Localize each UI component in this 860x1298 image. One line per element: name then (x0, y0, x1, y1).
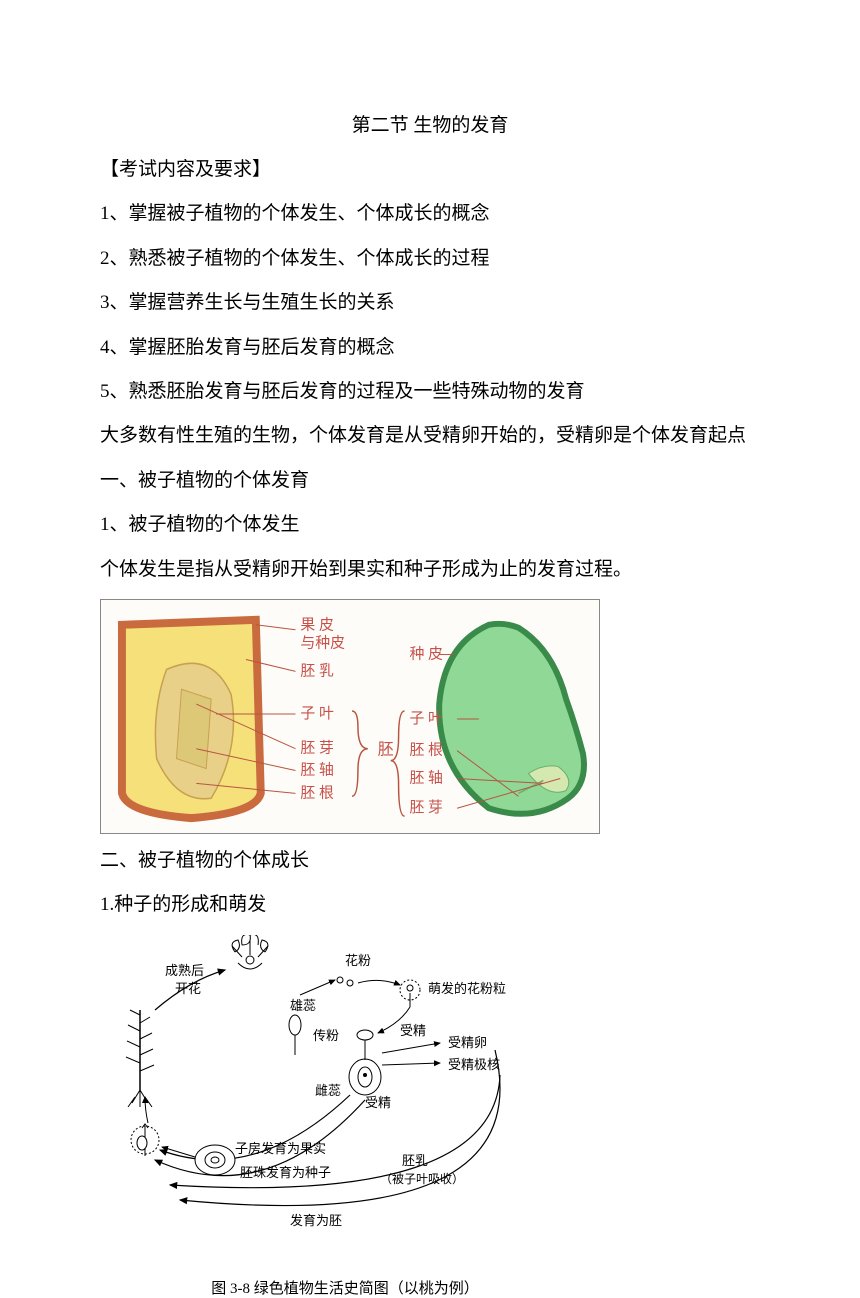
requirement-4: 4、掌握胚胎发育与胚后发育的概念 (100, 333, 760, 363)
section-1-1: 1、被子植物的个体发生 (100, 510, 760, 540)
label-endosperm: 胚乳 (402, 1153, 428, 1168)
label-pericarp: 果 皮 (300, 617, 334, 634)
left-bracket (352, 711, 368, 796)
requirement-3: 3、掌握营养生长与生殖生长的关系 (100, 288, 760, 318)
label-radicle-l: 胚 根 (300, 784, 334, 801)
page-title: 第二节 生物的发育 (100, 110, 760, 137)
label-hypocotyl-l: 胚 轴 (300, 761, 333, 778)
fruit-icon (195, 1145, 235, 1175)
label-pericarp-2: 与种皮 (300, 634, 345, 651)
requirement-2: 2、熟悉被子植物的个体发生、个体成长的过程 (100, 244, 760, 274)
seed-structure-diagram: 果 皮 与种皮 胚 乳 子 叶 胚 芽 胚 轴 胚 根 胚 种 皮 子 叶 (100, 599, 600, 834)
seedling-icon (131, 1124, 159, 1156)
label-testa: 种 皮 (409, 645, 443, 662)
embryo-center-label: 胚 (378, 741, 394, 759)
label-cotyledon-l: 子 叶 (300, 705, 334, 722)
plant-lifecycle-diagram: 成熟后 开花 花粉 雄蕊 传粉 萌发的花粉粒 雌蕊 受精 受精 受精卵 (100, 935, 590, 1265)
label-embryo-dev: 发育为胚 (290, 1213, 342, 1228)
exam-header: 【考试内容及要求】 (100, 155, 760, 185)
label-germinate: 萌发的花粉粒 (428, 981, 506, 996)
pistil-icon (349, 1030, 381, 1095)
label-egg: 受精卵 (448, 1035, 487, 1050)
label-endosperm: 胚 乳 (300, 662, 334, 679)
plant-icon (126, 1010, 154, 1107)
label-cotyledon-r: 子 叶 (409, 710, 443, 727)
right-bracket (391, 711, 405, 816)
section-2-title: 二、被子植物的个体成长 (100, 846, 760, 876)
label-radicle-r: 胚 根 (409, 742, 443, 759)
label-fertilize2: 受精 (365, 1095, 391, 1110)
requirement-5: 5、熟悉胚胎发育与胚后发育的过程及一些特殊动物的发育 (100, 377, 760, 407)
section-1-title: 一、被子植物的个体发育 (100, 466, 760, 496)
label-fertilize1: 受精 (400, 1023, 426, 1038)
flower-icon (232, 935, 268, 969)
label-mature: 成熟后 (165, 963, 204, 978)
requirement-1: 1、掌握被子植物的个体发生、个体成长的概念 (100, 199, 760, 229)
label-bloom: 开花 (175, 981, 201, 996)
label-plumule-l: 胚 芽 (300, 740, 333, 757)
label-polar1: 受精极核 (448, 1057, 500, 1072)
label-ovary: 子房发育为果实 (235, 1141, 326, 1156)
figure-caption: 图 3-8 绿色植物生活史简图（以桃为例） (100, 1277, 590, 1298)
label-ovule: 胚珠发育为种子 (240, 1165, 331, 1180)
section-1-desc: 个体发生是指从受精卵开始到果实和种子形成为止的发育过程。 (100, 555, 760, 585)
label-pollen: 花粉 (345, 953, 371, 968)
label-plumule-r: 胚 芽 (409, 799, 442, 816)
intro-text: 大多数有性生殖的生物，个体发育是从受精卵开始的，受精卵是个体发育起点 (100, 421, 760, 451)
label-absorbed: （被子叶吸收） (380, 1172, 464, 1186)
label-transfer: 传粉 (313, 1028, 339, 1043)
left-cotyledon (176, 689, 211, 768)
label-stamen: 雄蕊 (290, 998, 316, 1013)
label-pistil: 雌蕊 (315, 1083, 341, 1098)
label-hypocotyl-r: 胚 轴 (409, 769, 442, 786)
section-2-1: 1.种子的形成和萌发 (100, 890, 760, 920)
